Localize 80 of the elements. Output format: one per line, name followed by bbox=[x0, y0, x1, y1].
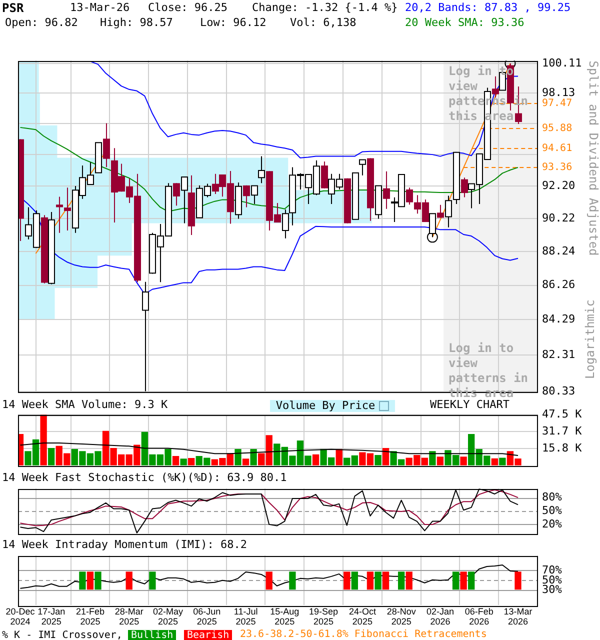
x-tick-label: 28-Mar 2025 bbox=[114, 606, 144, 627]
y-tick-label: 50% bbox=[542, 504, 562, 517]
bar bbox=[172, 456, 180, 466]
x-tick-label: 19-Sep 2025 bbox=[309, 606, 338, 627]
x-tick-label: 02-Jan 2026 bbox=[426, 606, 454, 627]
y-axis-title: Split and Dividend Adjusted bbox=[586, 60, 600, 256]
bar bbox=[460, 456, 467, 466]
bar bbox=[234, 449, 242, 466]
bar bbox=[242, 458, 250, 466]
ref-line-label: 97.47 bbox=[542, 98, 572, 110]
bar bbox=[374, 455, 382, 466]
legend-label: Volume By Price bbox=[270, 398, 395, 412]
x-tick-label: 24-Oct 2025 bbox=[348, 606, 376, 627]
y-tick-label: 47.5 K bbox=[542, 407, 582, 420]
x-tick-label: 06-Jun 2025 bbox=[193, 606, 221, 627]
y-tick-label: 84.29 bbox=[542, 312, 576, 326]
text: WEEKLY CHART bbox=[430, 398, 510, 411]
candlestick bbox=[383, 170, 390, 210]
candlestick bbox=[64, 187, 71, 232]
text: 23.6-38.2-50-61.8% Fibonacci Retracements bbox=[240, 629, 487, 640]
x-tick-label: 15-Aug 2025 bbox=[270, 606, 300, 627]
ref-line-label: 95.88 bbox=[542, 123, 572, 134]
bar bbox=[188, 458, 195, 466]
y-tick-label: 20% bbox=[542, 517, 562, 530]
candlestick bbox=[173, 182, 180, 206]
text: Vol: 6,138 bbox=[290, 16, 356, 29]
ref-line-label: 93.36 bbox=[542, 162, 572, 174]
y-tick-label: 92.20 bbox=[542, 178, 576, 192]
y-tick-label: 98.13 bbox=[542, 86, 576, 100]
y-tick-label: 15.8 K bbox=[542, 441, 582, 454]
text: Low: 96.12 bbox=[200, 16, 266, 29]
candlestick bbox=[406, 187, 413, 206]
text: Close: 96.25 bbox=[148, 1, 228, 14]
bar bbox=[250, 449, 257, 466]
y-tick-label: 80.33 bbox=[542, 384, 576, 398]
x-tick-label: 06-Feb 2026 bbox=[464, 606, 494, 627]
bar bbox=[499, 458, 506, 466]
candlestick bbox=[103, 122, 110, 168]
y-tick-label: 88.24 bbox=[542, 244, 576, 258]
x-tick-label: 13-Mar 2026 bbox=[504, 606, 532, 627]
candlestick bbox=[56, 196, 63, 234]
text: Change: -1.32 {-1.4 %} bbox=[252, 1, 398, 14]
text: Bullish bbox=[128, 630, 176, 640]
y-tick-label: 31.7 K bbox=[542, 424, 582, 438]
y-tick-label: 80% bbox=[542, 490, 562, 504]
x-tick-label: 11-Jul 2025 bbox=[234, 606, 258, 627]
candlestick bbox=[437, 204, 444, 218]
ref-line-label: 94.61 bbox=[542, 143, 572, 154]
text: Bearish bbox=[184, 630, 232, 640]
chart-title: 14 Week Intraday Momentum (IMI): 68.2 bbox=[2, 538, 248, 551]
text: Open: 96.82 bbox=[5, 16, 78, 29]
candlestick bbox=[321, 161, 328, 189]
x-tick-label: 20-Dec 2024 bbox=[6, 606, 36, 627]
bar bbox=[48, 448, 55, 466]
candlestick bbox=[243, 184, 250, 208]
y-tick-label: 86.26 bbox=[542, 278, 576, 292]
text: 13-Mar-26 bbox=[70, 1, 130, 14]
chart-title: 14 Week SMA Volume: 9.3 K bbox=[2, 398, 168, 411]
x-tick-label: 02-May 2025 bbox=[152, 606, 184, 627]
bar bbox=[312, 454, 320, 466]
text: 20 Week SMA: 93.36 bbox=[405, 16, 524, 29]
bar bbox=[429, 451, 436, 466]
bar bbox=[436, 456, 444, 466]
chart-title: PSR bbox=[2, 1, 24, 15]
bar bbox=[40, 414, 47, 466]
x-tick-label: 21-Feb 2025 bbox=[76, 606, 104, 627]
chart-title: 14 Week Fast Stochastic (%K)(%D): 63.9 80.1 bbox=[2, 471, 287, 484]
x-tick-label: 28-Nov 2025 bbox=[386, 606, 416, 627]
candlestick bbox=[461, 177, 468, 198]
y-tick-label: 100.11 bbox=[542, 56, 582, 70]
y-tick-label: 82.31 bbox=[542, 348, 576, 361]
x-tick-label: 17-Jan 2025 bbox=[38, 606, 66, 627]
text: 20,2 Bands: 87.83 , 99.25 bbox=[405, 1, 571, 14]
bar bbox=[180, 458, 187, 466]
candlestick bbox=[492, 76, 499, 98]
bar bbox=[491, 458, 498, 466]
legend-title: % K - IMI Crossover, bbox=[2, 630, 122, 640]
text: High: 98.57 bbox=[100, 16, 173, 29]
text: Logarithmic bbox=[583, 300, 597, 379]
y-tick-label: 90.22 bbox=[542, 211, 576, 224]
